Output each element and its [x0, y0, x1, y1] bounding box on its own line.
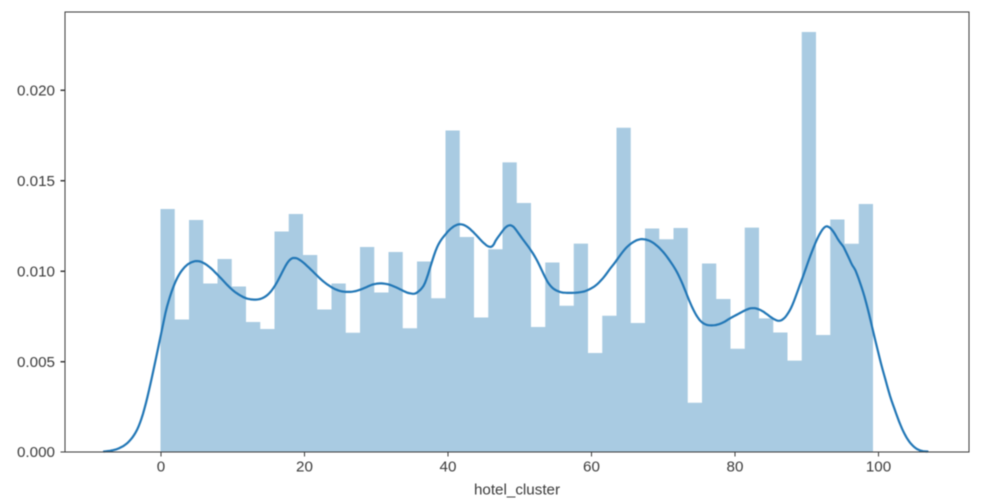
svg-text:20: 20: [296, 459, 313, 476]
svg-text:0.000: 0.000: [17, 444, 55, 461]
svg-text:40: 40: [440, 459, 457, 476]
svg-text:80: 80: [727, 459, 744, 476]
svg-text:0.015: 0.015: [17, 173, 55, 190]
svg-text:0.020: 0.020: [17, 83, 55, 100]
svg-text:60: 60: [583, 459, 600, 476]
svg-text:100: 100: [866, 459, 891, 476]
svg-text:0.005: 0.005: [17, 354, 55, 371]
svg-text:0.010: 0.010: [17, 263, 55, 280]
svg-text:0: 0: [157, 459, 165, 476]
svg-text:hotel_cluster: hotel_cluster: [474, 482, 560, 499]
